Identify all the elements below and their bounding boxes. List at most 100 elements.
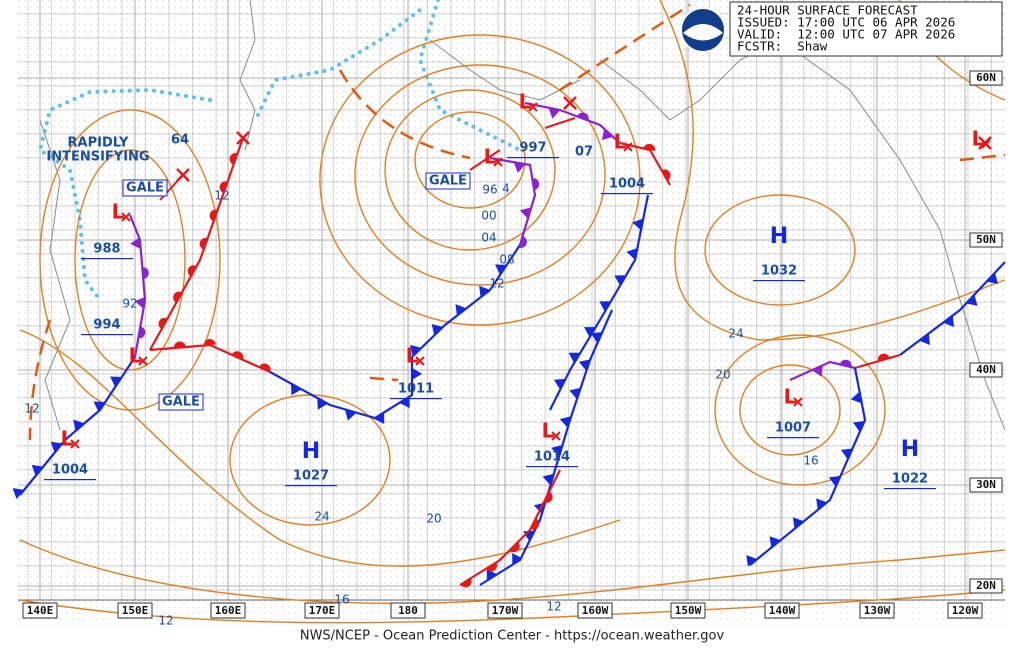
lon-label: 120W: [952, 604, 979, 617]
cold-pip: [746, 555, 758, 567]
cold-pip: [601, 128, 614, 141]
cold-pip: [548, 107, 561, 119]
cold-pip: [519, 207, 532, 219]
low-pressure: 1014: [534, 450, 570, 465]
cold-pip: [919, 333, 930, 345]
header-forecaster: FCSTR: Shaw: [737, 39, 828, 54]
fronts: [12, 96, 1006, 588]
lon-label-box: [22, 602, 58, 619]
low-center-x: [623, 142, 633, 152]
warm-pip: [543, 491, 553, 503]
lon-label: 170E: [309, 604, 336, 617]
high-pressure: 1032: [761, 264, 797, 279]
pressure-underline: [285, 485, 337, 487]
warm-pip: [839, 359, 852, 368]
isobar-label: 20: [715, 368, 730, 382]
cold-pip: [431, 324, 443, 336]
header-box: 24-HOUR SURFACE FORECAST ISSUED: 17:00 U…: [680, 1, 1003, 57]
cold-pip: [614, 275, 627, 286]
low-center-x: [493, 157, 503, 167]
pressure-underline: [390, 398, 442, 400]
low-center-x: [138, 356, 148, 366]
cold-pip: [373, 412, 385, 425]
low-symbol: L: [614, 130, 627, 154]
header-valid: VALID: 12:00 UTC 07 APR 2026: [737, 27, 955, 42]
low-pressure: 1004: [609, 177, 645, 192]
warm-pip: [530, 518, 540, 530]
gale-label: GALE: [162, 395, 200, 410]
lat-label-box: [969, 70, 1003, 86]
cold-pip: [986, 272, 999, 285]
warm-pip: [158, 317, 168, 330]
forecast-position: [176, 168, 190, 182]
low-symbol: L: [519, 90, 532, 114]
cold-pip: [840, 448, 853, 460]
cold-pip: [512, 553, 523, 565]
coastlines: [39, 0, 1006, 431]
cold-pip: [93, 401, 106, 413]
cold-pip: [455, 304, 467, 316]
gale-label: GALE: [429, 174, 467, 189]
lon-label-box: [117, 602, 153, 619]
low-symbol: L: [406, 344, 419, 368]
low-pressure: 994: [93, 318, 120, 333]
isobar-label: 24: [314, 510, 329, 524]
isobar-label: 16: [803, 454, 818, 468]
cold-pip: [568, 352, 581, 364]
low-pressure: 997: [519, 141, 546, 156]
warm-pip: [577, 112, 589, 121]
warm-pip: [877, 353, 890, 362]
isobar-label: 12: [546, 600, 561, 614]
ice-edge: [37, 0, 522, 302]
cold-pip: [811, 365, 823, 377]
isobar-label: 96: [482, 183, 497, 197]
warm-pip: [509, 541, 520, 553]
cold-pip: [410, 344, 422, 357]
gale-box: [122, 179, 168, 197]
warm-pip: [173, 291, 183, 303]
cold-pip: [130, 237, 141, 250]
lat-label-box: [969, 477, 1003, 493]
cold-pip: [584, 327, 596, 338]
pressure-underline: [753, 280, 805, 282]
cold-pip: [943, 315, 954, 327]
cold-pip: [559, 416, 572, 428]
lon-label: 140W: [769, 604, 796, 617]
isobar-label: 08: [499, 253, 514, 267]
low-center-x: [551, 431, 561, 441]
lon-label: 160W: [582, 604, 609, 617]
occluded-front: [489, 156, 537, 246]
lon-label: 160E: [215, 604, 242, 617]
isobar-label: 12: [24, 402, 39, 416]
warm-pip: [187, 265, 197, 277]
lat-label: 30N: [976, 478, 996, 491]
cold-pip: [542, 473, 554, 486]
low-center-x: [528, 102, 538, 112]
cold-pip: [551, 445, 563, 457]
cold-pip: [590, 331, 603, 343]
warm-pip: [138, 326, 146, 339]
cold-pip: [569, 387, 581, 400]
pressure-underline: [44, 479, 96, 481]
header-frame: [729, 1, 1003, 57]
cold-front: [479, 309, 614, 586]
low-pressure: 988: [93, 242, 120, 257]
cold-pip: [495, 264, 507, 275]
noaa-logo-bird: [683, 24, 723, 41]
cold-pip: [110, 376, 122, 388]
warm-pip: [229, 153, 238, 165]
cold-pip: [31, 464, 44, 476]
cold-pip: [599, 301, 611, 312]
cold-pip: [828, 475, 841, 487]
lon-label-box: [947, 602, 983, 619]
pressure-underline: [884, 488, 936, 490]
cold-front: [411, 244, 521, 358]
cold-pip: [853, 420, 865, 432]
low-symbol: L: [542, 419, 555, 443]
rapid-intensifying: RAPIDLY: [68, 136, 129, 151]
lat-label: 20N: [976, 579, 996, 592]
pressure-underline: [526, 466, 578, 468]
lat-label-box: [969, 578, 1003, 594]
warm-pip: [460, 578, 472, 588]
